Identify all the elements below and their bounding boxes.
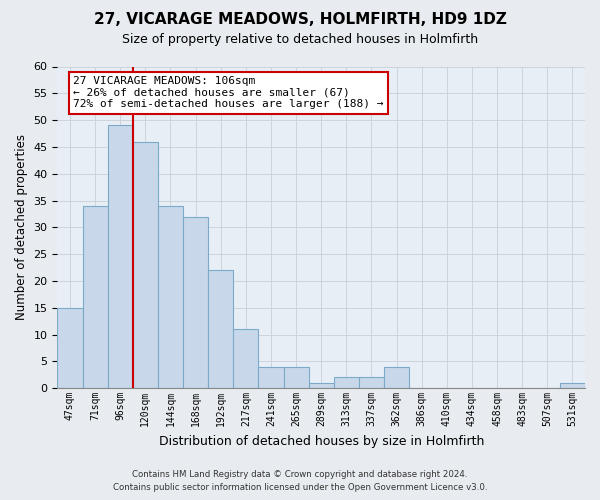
Text: Contains HM Land Registry data © Crown copyright and database right 2024.
Contai: Contains HM Land Registry data © Crown c… (113, 470, 487, 492)
Bar (284, 366, 308, 388)
Bar (158, 206, 183, 388)
Y-axis label: Number of detached properties: Number of detached properties (15, 134, 28, 320)
Bar (334, 378, 359, 388)
Text: 27 VICARAGE MEADOWS: 106sqm
← 26% of detached houses are smaller (67)
72% of sem: 27 VICARAGE MEADOWS: 106sqm ← 26% of det… (73, 76, 384, 110)
X-axis label: Distribution of detached houses by size in Holmfirth: Distribution of detached houses by size … (158, 434, 484, 448)
Bar (208, 270, 233, 388)
Text: Size of property relative to detached houses in Holmfirth: Size of property relative to detached ho… (122, 32, 478, 46)
Bar (233, 329, 259, 388)
Bar (58, 308, 83, 388)
Bar (259, 366, 284, 388)
Bar (107, 126, 133, 388)
Bar (384, 366, 409, 388)
Bar (359, 378, 384, 388)
Bar (83, 206, 107, 388)
Bar (308, 383, 334, 388)
Bar (183, 216, 208, 388)
Bar (133, 142, 158, 388)
Bar (560, 383, 585, 388)
Text: 27, VICARAGE MEADOWS, HOLMFIRTH, HD9 1DZ: 27, VICARAGE MEADOWS, HOLMFIRTH, HD9 1DZ (94, 12, 506, 28)
